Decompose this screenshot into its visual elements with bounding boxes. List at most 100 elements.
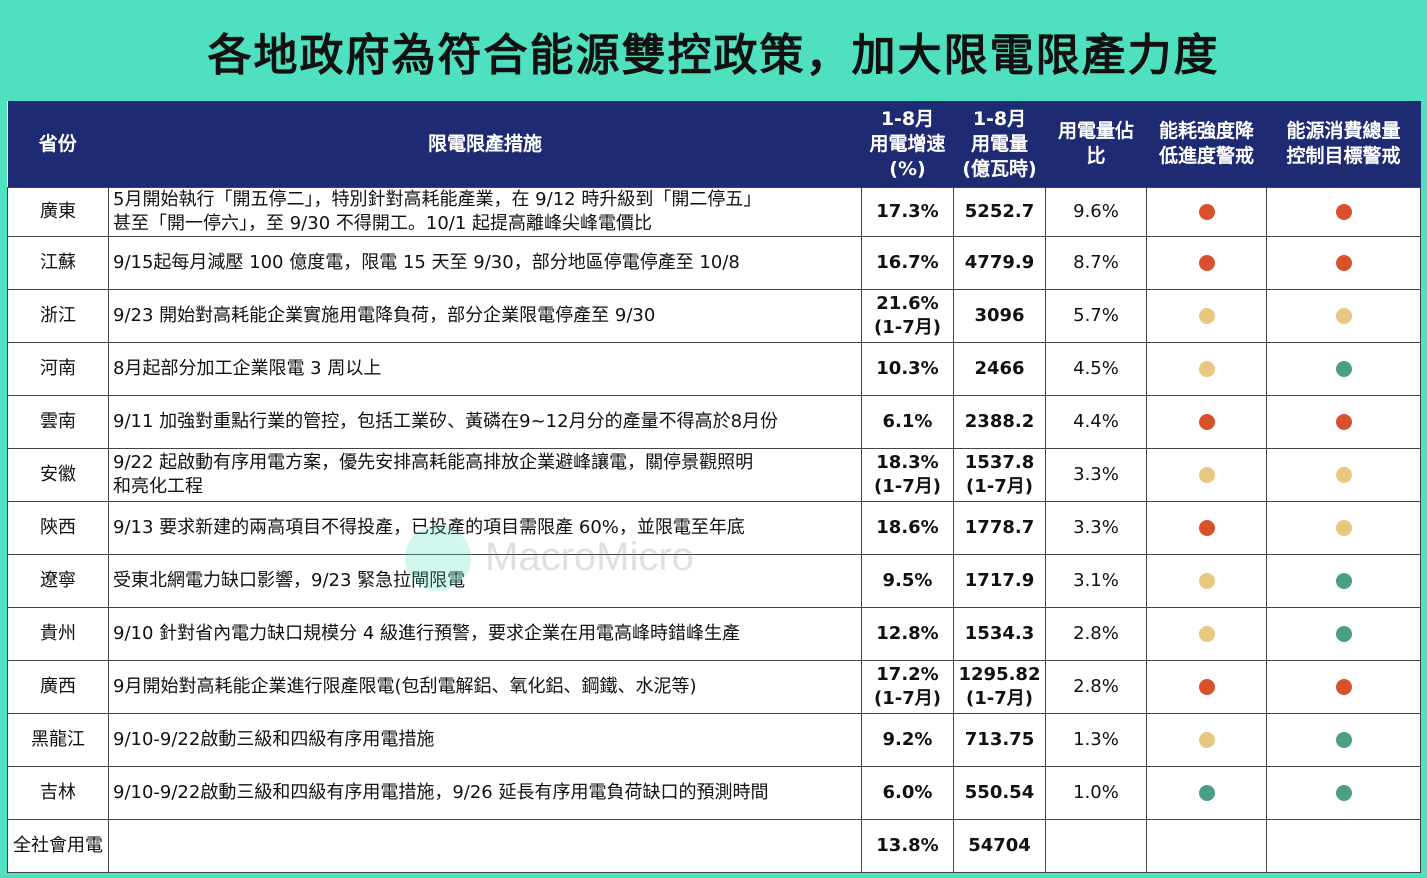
usage-cell: 54704: [953, 819, 1046, 873]
total-alert-cell: [1266, 766, 1421, 820]
status-dot-green: [1198, 785, 1215, 801]
status-dot-yellow: [1198, 308, 1215, 324]
growth-cell: 13.8%: [861, 819, 954, 873]
share-cell: 1.0%: [1045, 766, 1147, 820]
province-cell: 江蘇: [7, 236, 109, 290]
status-dot-green: [1335, 361, 1352, 377]
province-cell: 吉林: [7, 766, 109, 820]
total-alert-cell: [1266, 289, 1421, 343]
table-row: 浙江 9/23 開始對高耗能企業實施用電降負荷，部分企業限電停產至 9/30 21.…: [7, 289, 1421, 343]
growth-cell: 17.2% (1-7月): [861, 660, 954, 714]
intensity-alert-cell: [1146, 448, 1267, 502]
measure-cell: 9/13 要求新建的兩高項目不得投產，已投產的項目需限產 60%，並限電至年底: [108, 501, 862, 555]
status-dot-yellow: [1198, 732, 1215, 748]
usage-cell: 1295.82 (1-7月): [953, 660, 1046, 714]
table-row: 河南 8月起部分加工企業限電 3 周以上 10.3% 2466 4.5%: [7, 342, 1421, 396]
status-dot-yellow: [1198, 573, 1215, 589]
total-alert-cell: [1266, 713, 1421, 767]
table-row: 廣西 9月開始對高耗能企業進行限產限電(包刮電解鋁、氧化鋁、鋼鐵、水泥等) 17.2…: [7, 660, 1421, 714]
total-alert-cell: [1266, 236, 1421, 290]
share-cell: 4.5%: [1045, 342, 1147, 396]
intensity-alert-cell: [1146, 236, 1267, 290]
usage-cell: 2388.2: [953, 395, 1046, 449]
share-cell: 5.7%: [1045, 289, 1147, 343]
status-dot-red: [1198, 520, 1215, 536]
usage-cell: 3096: [953, 289, 1046, 343]
status-dot-red: [1335, 414, 1352, 430]
intensity-alert-cell: [1146, 607, 1267, 661]
table-row: 安徽 9/22 起啟動有序用電方案，優先安排高耗能高排放企業避峰讓電，關停景觀照明…: [7, 448, 1421, 502]
province-cell: 雲南: [7, 395, 109, 449]
table-row: 遼寧 受東北網電力缺口影響，9/23 緊急拉閘限電 9.5% 1717.9 3.1%: [7, 554, 1421, 608]
table-row: 江蘇 9/15起每月減壓 100 億度電，限電 15 天至 9/30，部分地區停電…: [7, 236, 1421, 290]
growth-cell: 18.3% (1-7月): [861, 448, 954, 502]
status-dot-yellow: [1335, 308, 1352, 324]
usage-cell: 713.75: [953, 713, 1046, 767]
share-cell: 2.8%: [1045, 607, 1147, 661]
province-cell: 黑龍江: [7, 713, 109, 767]
usage-cell: 550.54: [953, 766, 1046, 820]
table-header-row: 省份 限電限產措施 1-8月 用電增速 (%) 1-8月 用電量 (億瓦時) 用電量佔比…: [7, 101, 1421, 188]
intensity-alert-cell: [1146, 289, 1267, 343]
header-growth: 1-8月 用電增速 (%): [861, 101, 954, 188]
total-alert-cell: [1266, 187, 1421, 237]
status-dot-green: [1335, 732, 1352, 748]
policy-table-wrapper: 省份 限電限產措施 1-8月 用電增速 (%) 1-8月 用電量 (億瓦時) 用電量佔比…: [7, 101, 1421, 873]
measure-cell: 9/23 開始對高耗能企業實施用電降負荷，部分企業限電停產至 9/30: [108, 289, 862, 343]
intensity-alert-cell: [1146, 713, 1267, 767]
growth-cell: 12.8%: [861, 607, 954, 661]
growth-cell: 18.6%: [861, 501, 954, 555]
total-alert-cell: [1266, 501, 1421, 555]
growth-cell: 6.1%: [861, 395, 954, 449]
header-measure: 限電限產措施: [108, 101, 862, 188]
measure-cell: 9/10 針對省內電力缺口規模分 4 級進行預警，要求企業在用電高峰時錯峰生產: [108, 607, 862, 661]
share-cell: 4.4%: [1045, 395, 1147, 449]
status-dot-green: [1335, 626, 1352, 642]
measure-cell: 5月開始執行「開五停二」，特別針對高耗能產業，在 9/12 時升級到「開二停五」…: [108, 187, 862, 237]
province-cell: 安徽: [7, 448, 109, 502]
status-dot-yellow: [1335, 467, 1352, 483]
status-dot-red: [1335, 679, 1352, 695]
intensity-alert-cell: [1146, 766, 1267, 820]
growth-cell: 21.6% (1-7月): [861, 289, 954, 343]
table-row: 吉林 9/10-9/22啟動三級和四級有序用電措施，9/26 延長有序用電負荷缺口…: [7, 766, 1421, 820]
status-dot-yellow: [1335, 520, 1352, 536]
measure-cell: [108, 819, 862, 873]
total-alert-cell: [1266, 448, 1421, 502]
table-row: 黑龍江 9/10-9/22啟動三級和四級有序用電措施 9.2% 713.75 1.3%: [7, 713, 1421, 767]
province-cell: 全社會用電: [7, 819, 109, 873]
growth-cell: 10.3%: [861, 342, 954, 396]
growth-cell: 9.5%: [861, 554, 954, 608]
status-dot-red: [1198, 414, 1215, 430]
usage-cell: 5252.7: [953, 187, 1046, 237]
total-alert-cell: [1266, 342, 1421, 396]
share-cell: 3.3%: [1045, 448, 1147, 502]
growth-cell: 6.0%: [861, 766, 954, 820]
usage-cell: 1534.3: [953, 607, 1046, 661]
usage-cell: 4779.9: [953, 236, 1046, 290]
page-title: 各地政府為符合能源雙控政策，加大限電限產力度: [207, 29, 1220, 81]
intensity-alert-cell: [1146, 342, 1267, 396]
total-alert-cell: [1266, 819, 1421, 873]
status-dot-red: [1335, 255, 1352, 271]
table-row: 全社會用電 13.8% 54704: [7, 819, 1421, 873]
intensity-alert-cell: [1146, 554, 1267, 608]
measure-cell: 9/11 加強對重點行業的管控，包括工業矽、黃磷在9~12月分的產量不得高於8月…: [108, 395, 862, 449]
measure-cell: 8月起部分加工企業限電 3 周以上: [108, 342, 862, 396]
usage-cell: 1717.9: [953, 554, 1046, 608]
status-dot-green: [1335, 785, 1352, 801]
province-cell: 廣東: [7, 187, 109, 237]
measure-cell: 9/15起每月減壓 100 億度電，限電 15 天至 9/30，部分地區停電停產…: [108, 236, 862, 290]
province-cell: 河南: [7, 342, 109, 396]
measure-cell: 9/22 起啟動有序用電方案，優先安排高耗能高排放企業避峰讓電，關停景觀照明 和亮…: [108, 448, 862, 502]
policy-table: 省份 限電限產措施 1-8月 用電增速 (%) 1-8月 用電量 (億瓦時) 用電量佔比…: [7, 101, 1421, 873]
total-alert-cell: [1266, 395, 1421, 449]
table-row: 貴州 9/10 針對省內電力缺口規模分 4 級進行預警，要求企業在用電高峰時錯峰生…: [7, 607, 1421, 661]
status-dot-yellow: [1198, 467, 1215, 483]
share-cell: 1.3%: [1045, 713, 1147, 767]
table-row: 廣東 5月開始執行「開五停二」，特別針對高耗能產業，在 9/12 時升級到「開二停…: [7, 187, 1421, 237]
header-province: 省份: [7, 101, 109, 188]
share-cell: 8.7%: [1045, 236, 1147, 290]
intensity-alert-cell: [1146, 660, 1267, 714]
province-cell: 貴州: [7, 607, 109, 661]
